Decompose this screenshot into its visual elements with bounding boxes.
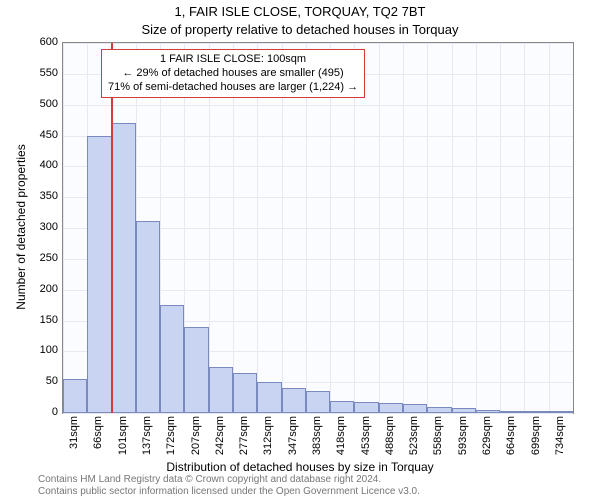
gridline-h [63, 197, 573, 198]
gridline-v [63, 43, 64, 413]
y-tick-label: 0 [22, 406, 58, 418]
x-tick-label: 277sqm [238, 416, 250, 455]
property-marker-line [111, 43, 113, 413]
histogram-bar [257, 382, 281, 413]
x-tick-label: 488sqm [384, 416, 396, 455]
histogram-bar [427, 407, 451, 413]
x-tick-label: 137sqm [141, 416, 153, 455]
attribution-footer: Contains HM Land Registry data © Crown c… [38, 474, 420, 498]
footer-line-2: Contains public sector information licen… [38, 486, 420, 498]
gridline-v [524, 43, 525, 413]
page-subtitle: Size of property relative to detached ho… [0, 22, 600, 37]
y-tick-label: 250 [22, 252, 58, 264]
histogram-bar [524, 411, 548, 413]
legend-line-1: 1 FAIR ISLE CLOSE: 100sqm [108, 53, 358, 67]
histogram-bar [233, 373, 257, 413]
histogram-bar [379, 403, 403, 413]
x-tick-label: 664sqm [505, 416, 517, 455]
x-tick-label: 242sqm [214, 416, 226, 455]
histogram-bar [112, 123, 136, 413]
y-tick-label: 150 [22, 314, 58, 326]
x-tick-label: 734sqm [554, 416, 566, 455]
marker-legend: 1 FAIR ISLE CLOSE: 100sqm ← 29% of detac… [101, 49, 365, 98]
x-tick-label: 383sqm [311, 416, 323, 455]
gridline-v [354, 43, 355, 413]
gridline-v [549, 43, 550, 413]
histogram-bar [549, 411, 573, 413]
histogram-bar [209, 367, 233, 413]
y-tick-label: 350 [22, 190, 58, 202]
gridline-h [63, 166, 573, 167]
histogram-bar [330, 401, 354, 413]
gridline-h [63, 105, 573, 106]
histogram-plot: 1 FAIR ISLE CLOSE: 100sqm ← 29% of detac… [62, 42, 574, 414]
gridline-v [476, 43, 477, 413]
gridline-v [330, 43, 331, 413]
x-tick-label: 629sqm [481, 416, 493, 455]
y-tick-label: 400 [22, 159, 58, 171]
gridline-h [63, 413, 573, 414]
gridline-h [63, 43, 573, 44]
histogram-bar [160, 305, 184, 413]
gridline-v [306, 43, 307, 413]
histogram-bar [306, 391, 330, 413]
page-address-title: 1, FAIR ISLE CLOSE, TORQUAY, TQ2 7BT [0, 4, 600, 19]
histogram-bar [452, 408, 476, 413]
gridline-v [452, 43, 453, 413]
gridline-v [282, 43, 283, 413]
x-tick-label: 312sqm [262, 416, 274, 455]
x-tick-label: 66sqm [92, 416, 104, 449]
gridline-v [379, 43, 380, 413]
gridline-v [257, 43, 258, 413]
x-tick-label: 418sqm [335, 416, 347, 455]
histogram-bar [63, 379, 87, 413]
y-tick-label: 200 [22, 283, 58, 295]
y-tick-label: 100 [22, 344, 58, 356]
gridline-v [233, 43, 234, 413]
histogram-bar [184, 327, 208, 413]
legend-line-3: 71% of semi-detached houses are larger (… [108, 81, 358, 95]
histogram-bar [87, 136, 111, 414]
x-tick-label: 207sqm [190, 416, 202, 455]
x-tick-label: 699sqm [530, 416, 542, 455]
x-tick-label: 101sqm [117, 416, 129, 455]
y-tick-label: 500 [22, 98, 58, 110]
histogram-bar [403, 404, 427, 413]
gridline-h [63, 136, 573, 137]
x-axis-label: Distribution of detached houses by size … [0, 460, 600, 474]
footer-line-1: Contains HM Land Registry data © Crown c… [38, 474, 420, 486]
gridline-v [500, 43, 501, 413]
histogram-bar [476, 410, 500, 413]
x-tick-label: 172sqm [165, 416, 177, 455]
histogram-bar [282, 388, 306, 413]
gridline-v [427, 43, 428, 413]
histogram-bar [136, 221, 160, 413]
y-tick-label: 450 [22, 129, 58, 141]
x-tick-label: 347sqm [287, 416, 299, 455]
x-tick-label: 523sqm [408, 416, 420, 455]
x-tick-label: 558sqm [432, 416, 444, 455]
histogram-bar [354, 402, 378, 413]
y-tick-label: 600 [22, 36, 58, 48]
x-tick-label: 31sqm [68, 416, 80, 449]
histogram-bar [500, 411, 524, 413]
y-tick-label: 300 [22, 221, 58, 233]
gridline-v [209, 43, 210, 413]
x-tick-label: 453sqm [360, 416, 372, 455]
y-tick-label: 550 [22, 67, 58, 79]
x-tick-label: 593sqm [457, 416, 469, 455]
y-tick-label: 50 [22, 375, 58, 387]
legend-line-2: ← 29% of detached houses are smaller (49… [108, 67, 358, 81]
gridline-v [403, 43, 404, 413]
